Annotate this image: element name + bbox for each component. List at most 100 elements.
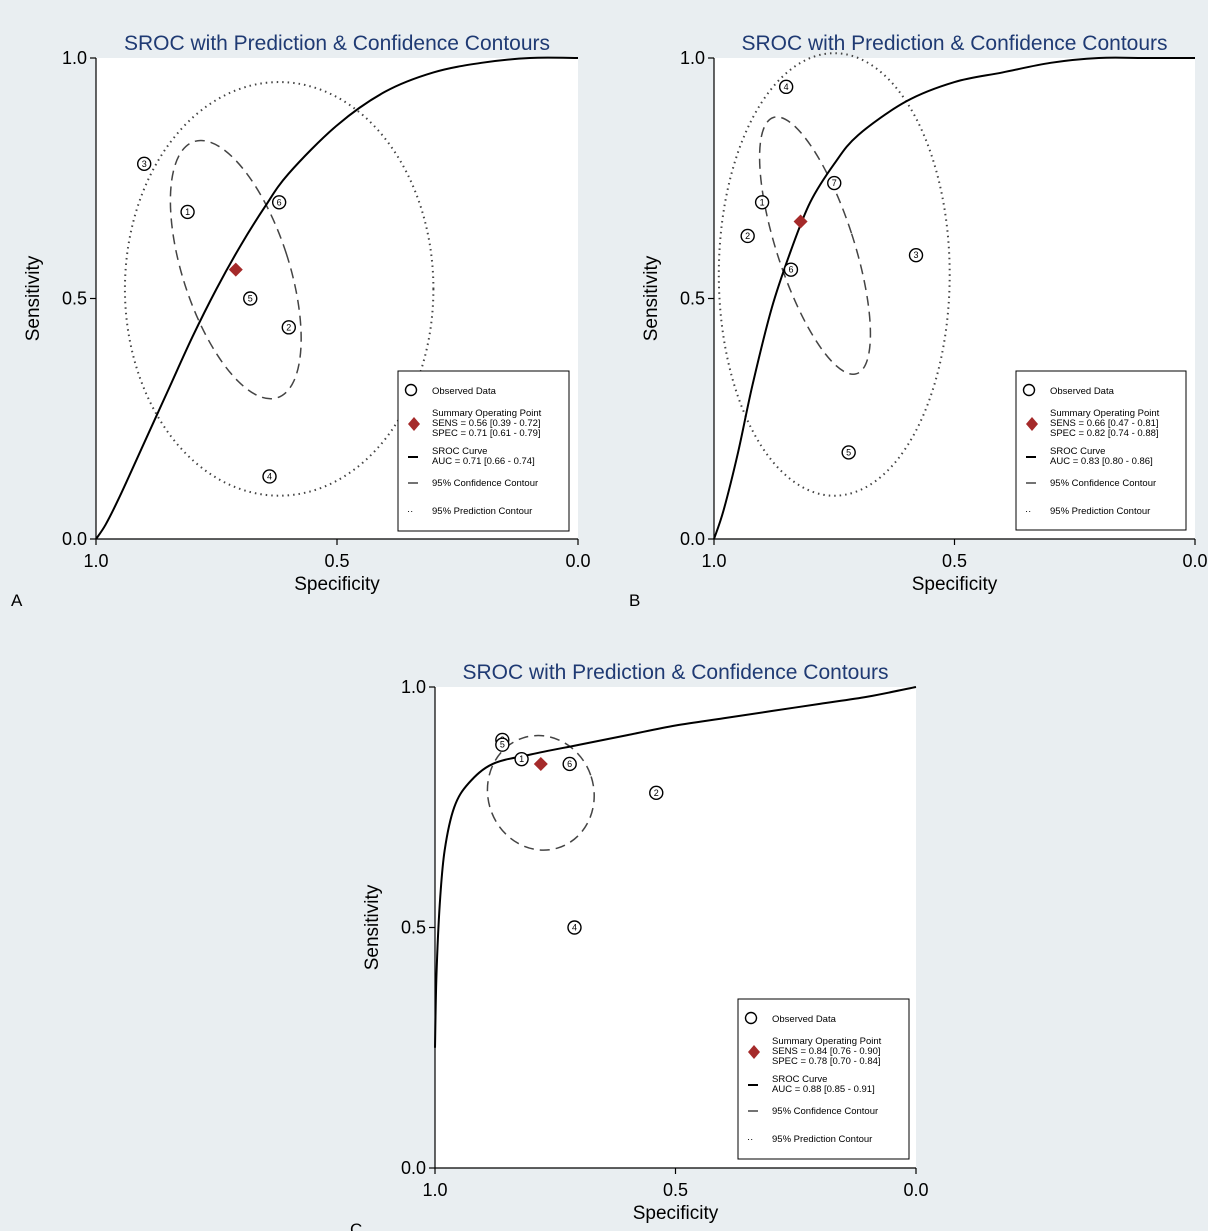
summary-operating-point <box>533 756 548 771</box>
y-tick-label: 1.0 <box>401 677 426 697</box>
observed-point-label: 2 <box>745 231 750 241</box>
legend-prediction-marker: ·· <box>747 1134 753 1145</box>
legend-spec: SPEC = 0.78 [0.70 - 0.84] <box>772 1056 881 1067</box>
x-tick-label: 0.0 <box>903 1180 928 1200</box>
legend-confidence-label: 95% Confidence Contour <box>1050 478 1156 489</box>
observed-point-label: 4 <box>267 471 272 481</box>
observed-point <box>567 920 582 935</box>
x-tick-label: 0.0 <box>565 551 590 571</box>
chart-title: SROC with Prediction & Confidence Contou… <box>462 661 888 684</box>
legend-sens: SENS = 0.84 [0.76 - 0.90] <box>772 1046 881 1057</box>
prediction-contour <box>717 52 951 497</box>
legend-spec: SPEC = 0.82 [0.74 - 0.88] <box>1050 428 1159 439</box>
x-axis-label: Specificity <box>912 574 998 595</box>
observed-point-label: 2 <box>654 788 659 798</box>
chart-title: SROC with Prediction & Confidence Contou… <box>124 32 550 55</box>
observed-point-label: 4 <box>784 82 789 92</box>
x-tick-label: 0.5 <box>324 551 349 571</box>
observed-point <box>281 320 296 335</box>
contours <box>123 81 435 497</box>
legend: Observed Data Summary Operating Point SE… <box>737 998 910 1160</box>
legend-sroc-label: SROC Curve <box>432 446 487 457</box>
ticks: 0.01.00.50.51.00.0 <box>680 48 1208 571</box>
observed-point <box>740 228 755 244</box>
observed-point <box>908 248 924 263</box>
legend-spec: SPEC = 0.71 [0.61 - 0.79] <box>432 428 541 439</box>
observed-point-label: 1 <box>760 197 765 207</box>
legend-observed-label: Observed Data <box>432 386 497 397</box>
legend-summary-title: Summary Operating Point <box>432 408 542 419</box>
x-tick-label: 0.0 <box>1182 551 1207 571</box>
legend: Observed Data Summary Operating Point SE… <box>1015 370 1187 531</box>
confidence-contour <box>169 139 302 400</box>
x-axis-label: Specificity <box>633 1203 719 1224</box>
legend-summary-title: Summary Operating Point <box>772 1036 882 1047</box>
legend-summary-marker <box>408 417 420 431</box>
ticks: 0.01.00.50.51.00.0 <box>401 677 929 1200</box>
legend-confidence-label: 95% Confidence Contour <box>432 478 538 489</box>
contours <box>486 734 595 851</box>
legend-prediction-marker: ·· <box>1025 506 1031 517</box>
confidence-contour <box>758 116 872 375</box>
ticks: 0.01.00.50.51.00.0 <box>62 48 591 571</box>
legend: Observed Data Summary Operating Point SE… <box>397 370 570 532</box>
x-tick-label: 1.0 <box>701 551 726 571</box>
x-tick-label: 1.0 <box>83 551 108 571</box>
observed-point-label: 5 <box>248 294 253 304</box>
x-tick-label: 0.5 <box>663 1180 688 1200</box>
observed-point <box>827 175 842 191</box>
observed-point-label: 5 <box>846 447 851 457</box>
y-tick-label: 0.0 <box>680 529 705 549</box>
legend-prediction-marker: ·· <box>407 506 413 517</box>
observed-point <box>649 785 664 801</box>
observed-point-label: 6 <box>788 265 793 275</box>
x-tick-label: 1.0 <box>422 1180 447 1200</box>
observed-point-label: 5 <box>500 740 505 750</box>
observed-point-label: 3 <box>142 159 147 169</box>
y-tick-label: 1.0 <box>680 48 705 68</box>
confidence-contour <box>486 734 595 851</box>
legend-box <box>1015 370 1187 531</box>
panel-c: 351624 0.01.00.50.51.00.0 SROC with Pred… <box>350 661 929 1231</box>
observed-point <box>841 445 856 460</box>
observed-point-label: 4 <box>572 923 577 933</box>
observed-point <box>778 79 794 95</box>
observed-point <box>495 737 510 752</box>
summary-operating-point <box>793 214 808 229</box>
x-tick-label: 0.5 <box>942 551 967 571</box>
y-axis-label: Sensitivity <box>23 255 44 341</box>
legend-box <box>397 370 570 532</box>
observed-point <box>136 156 152 172</box>
observed-point-label: 3 <box>914 250 919 260</box>
y-axis-label: Sensitivity <box>641 255 662 341</box>
observed-point <box>180 204 195 220</box>
legend-observed-marker <box>744 1011 758 1025</box>
legend-prediction-label: 95% Prediction Contour <box>1050 506 1150 517</box>
legend-prediction-label: 95% Prediction Contour <box>772 1134 872 1145</box>
sroc-curve <box>713 56 1195 540</box>
y-tick-label: 0.5 <box>401 918 426 938</box>
legend-sroc-label: SROC Curve <box>772 1074 827 1085</box>
legend-auc: AUC = 0.83 [0.80 - 0.86] <box>1050 456 1153 467</box>
panel-label: B <box>629 591 640 610</box>
legend-observed-marker <box>1022 383 1036 397</box>
observed-point <box>562 756 577 772</box>
y-tick-label: 0.0 <box>401 1158 426 1178</box>
legend-observed-label: Observed Data <box>772 1014 837 1025</box>
observed-point <box>243 291 258 306</box>
observed-point <box>783 262 799 277</box>
summary-operating-point <box>228 262 243 277</box>
legend-auc: AUC = 0.71 [0.66 - 0.74] <box>432 456 535 467</box>
prediction-contour <box>123 81 435 497</box>
legend-confidence-label: 95% Confidence Contour <box>772 1106 878 1117</box>
legend-box <box>737 998 910 1160</box>
y-tick-label: 0.5 <box>680 289 705 309</box>
observed-point <box>271 195 287 210</box>
observed-point <box>262 469 277 484</box>
legend-auc: AUC = 0.88 [0.85 - 0.91] <box>772 1084 875 1095</box>
legend-summary-marker <box>748 1045 760 1059</box>
sroc-curve <box>434 686 917 1048</box>
x-axis-label: Specificity <box>294 574 380 595</box>
observed-point <box>754 195 770 210</box>
